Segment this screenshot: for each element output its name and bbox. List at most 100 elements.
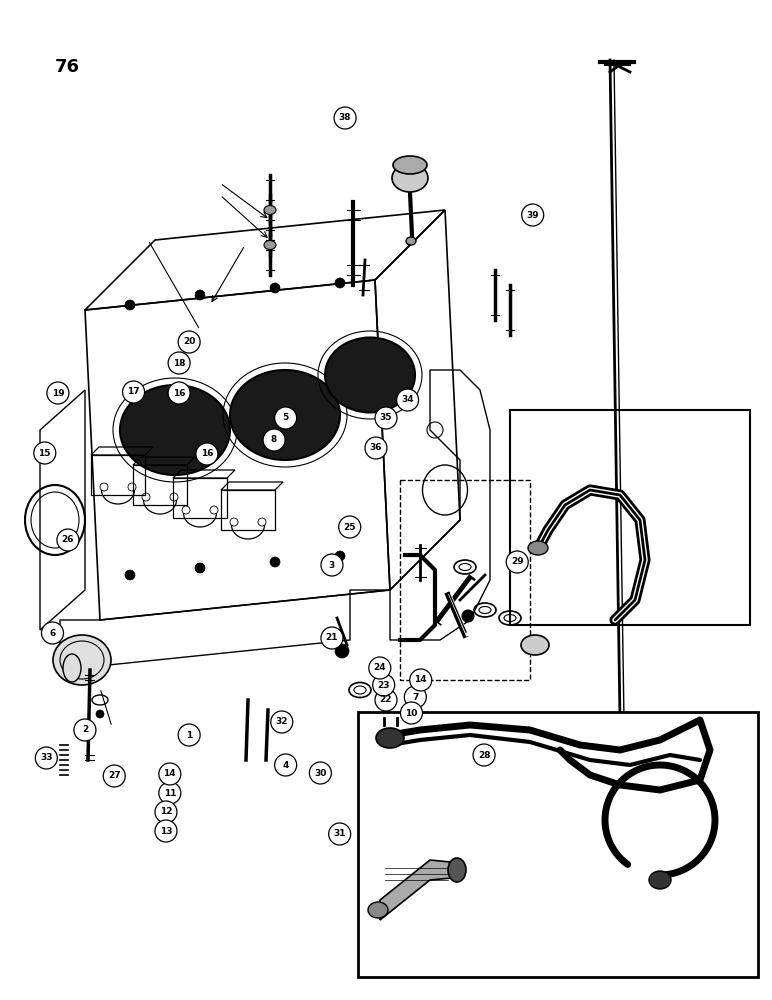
Text: 39: 39 [527,211,539,220]
Circle shape [123,381,144,403]
Circle shape [275,754,296,776]
Circle shape [155,801,177,823]
Ellipse shape [63,654,81,682]
Circle shape [36,747,57,769]
Text: 28: 28 [478,750,490,760]
Text: 21: 21 [326,634,338,643]
Circle shape [335,644,349,658]
Circle shape [263,429,285,451]
Text: 16: 16 [201,450,213,458]
Text: 38: 38 [339,113,351,122]
Text: 20: 20 [183,338,195,347]
Circle shape [42,622,63,644]
Bar [400,480,530,680]
Ellipse shape [392,164,428,192]
Text: 16: 16 [173,388,185,397]
Text: 76: 76 [55,58,80,76]
Circle shape [334,107,356,129]
Circle shape [57,529,79,551]
Circle shape [335,278,345,288]
Circle shape [178,724,200,746]
Circle shape [275,407,296,429]
Text: 25: 25 [344,522,356,532]
Text: 32: 32 [276,718,288,726]
Circle shape [369,657,391,679]
Text: 2: 2 [82,726,88,734]
Text: 7: 7 [412,692,418,702]
Circle shape [365,437,387,459]
Ellipse shape [448,858,466,882]
Text: 26: 26 [62,536,74,544]
Ellipse shape [264,240,276,249]
Bar [358,712,758,977]
Circle shape [34,442,56,464]
Text: 24: 24 [374,664,386,672]
Circle shape [329,823,350,845]
Circle shape [401,702,422,724]
Circle shape [270,283,280,293]
Circle shape [405,686,426,708]
Text: 27: 27 [108,772,120,780]
Bar [609,718,617,728]
Circle shape [321,627,343,649]
Circle shape [321,554,343,576]
Circle shape [195,290,205,300]
Text: 34: 34 [401,395,414,404]
Circle shape [397,389,418,411]
Ellipse shape [325,338,415,412]
Circle shape [178,331,200,353]
Circle shape [373,674,394,696]
Circle shape [473,744,495,766]
Text: 22: 22 [380,696,392,704]
Text: 31: 31 [334,830,346,838]
Circle shape [339,516,361,538]
Text: 8: 8 [271,436,277,444]
Circle shape [155,820,177,842]
Ellipse shape [376,728,404,748]
Ellipse shape [368,902,388,918]
Circle shape [168,352,190,374]
Ellipse shape [521,635,549,655]
Circle shape [462,610,474,622]
Text: 29: 29 [511,558,523,566]
Text: 36: 36 [370,444,382,452]
Circle shape [506,551,528,573]
Circle shape [522,204,543,226]
Circle shape [375,407,397,429]
Circle shape [47,382,69,404]
Text: 13: 13 [160,826,172,836]
Circle shape [375,689,397,711]
Circle shape [168,382,190,404]
Text: 4: 4 [283,760,289,770]
Text: 6: 6 [49,629,56,638]
Circle shape [195,563,205,573]
Circle shape [159,782,181,804]
Text: 18: 18 [173,359,185,367]
Circle shape [125,570,135,580]
Text: 19: 19 [52,388,64,397]
Circle shape [159,763,181,785]
Text: 12: 12 [160,808,172,816]
Ellipse shape [264,206,276,215]
Text: 14: 14 [415,676,427,684]
Text: 11: 11 [164,788,176,798]
Text: 14: 14 [164,770,176,778]
Circle shape [196,443,218,465]
Ellipse shape [528,541,548,555]
Ellipse shape [53,635,111,685]
Polygon shape [380,860,455,920]
Ellipse shape [230,370,340,460]
Circle shape [270,557,280,567]
Ellipse shape [393,156,427,174]
Circle shape [410,669,432,691]
Bar [510,410,750,625]
Text: 1: 1 [186,730,192,740]
Circle shape [74,719,96,741]
Text: 33: 33 [40,754,52,762]
Circle shape [103,765,125,787]
Circle shape [96,710,104,718]
Circle shape [310,762,331,784]
Text: 23: 23 [378,680,390,690]
Ellipse shape [120,385,230,475]
Text: 10: 10 [405,708,418,718]
